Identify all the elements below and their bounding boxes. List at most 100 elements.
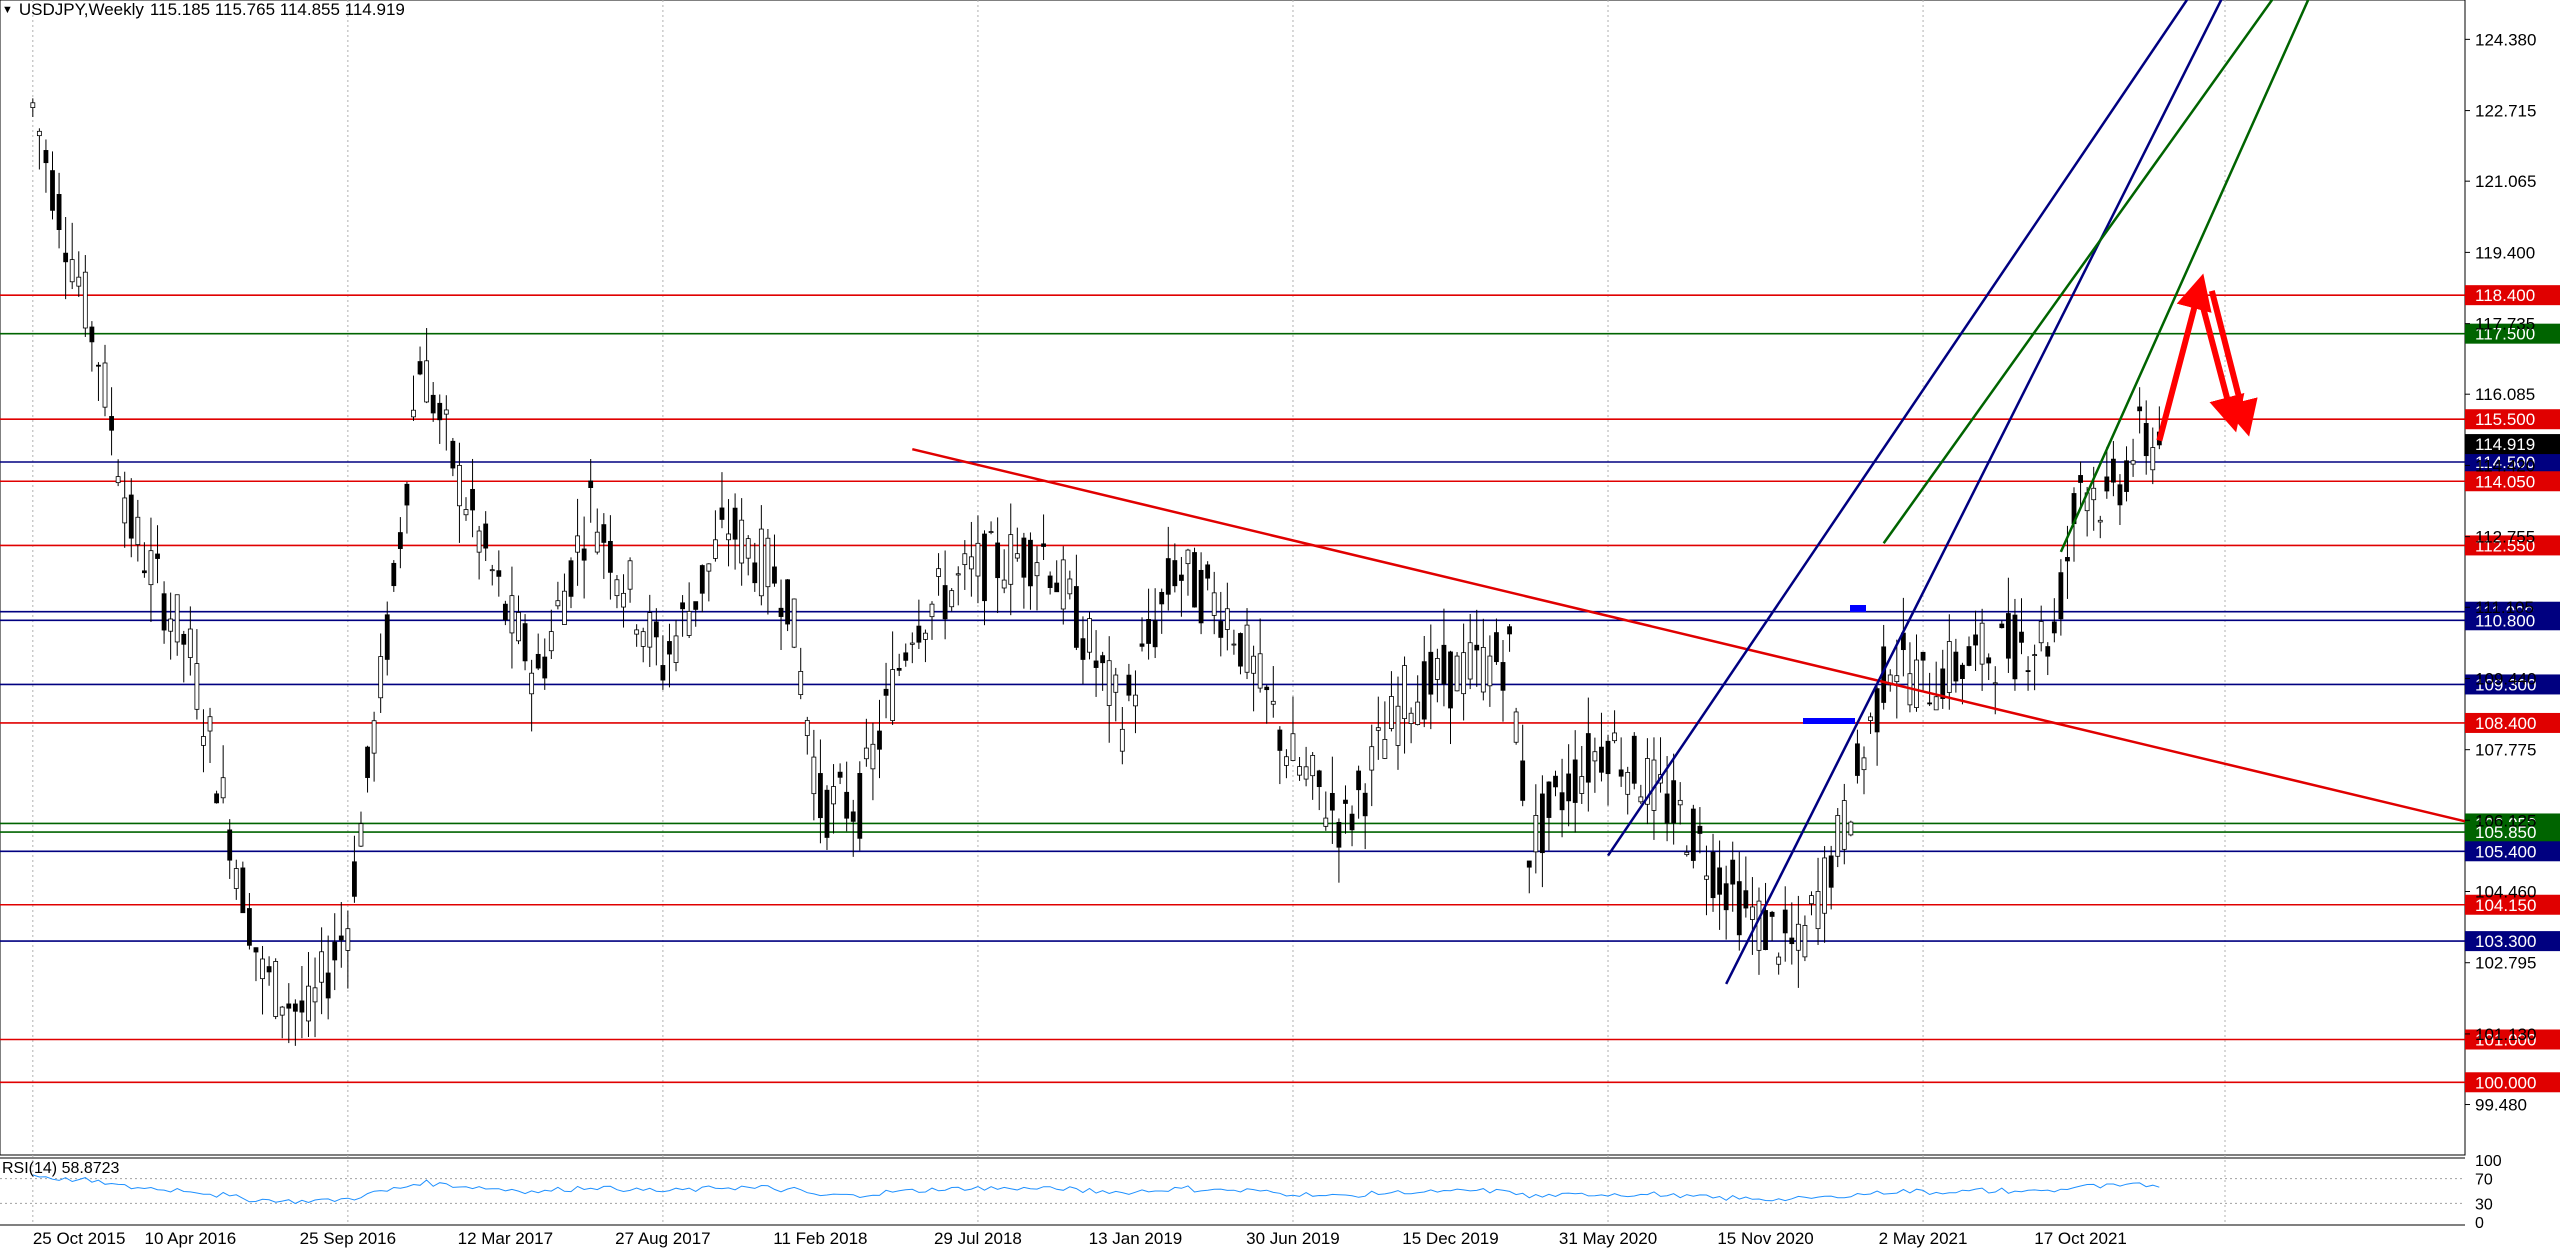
candle-body (870, 743, 876, 770)
candle-body (371, 720, 377, 754)
candle-body (1802, 925, 1808, 958)
chart-grid (0, 0, 2466, 1225)
candle-body (220, 777, 226, 799)
candle-body (1841, 800, 1847, 850)
level-price-label: 115.500 (2475, 410, 2535, 429)
time-tick-label: 27 Aug 2017 (615, 1229, 710, 1248)
candle-body (2104, 476, 2110, 492)
candle-body (923, 632, 928, 640)
candle-body (673, 635, 679, 663)
candle-body (1566, 773, 1572, 802)
candle-body (1080, 638, 1086, 660)
candle-body (509, 595, 515, 634)
price-tick-label: 122.715 (2475, 102, 2536, 121)
candle-body (1454, 655, 1460, 692)
candle-body (995, 542, 1001, 579)
projection-arrow (2156, 273, 2212, 442)
ohlc-label: 115.185 115.765 114.855 114.919 (149, 0, 405, 19)
candle-body (772, 566, 777, 584)
price-tick-label: 102.795 (2475, 954, 2536, 973)
candle-body (877, 730, 882, 750)
candle-body (1060, 559, 1066, 610)
candle-body (1231, 643, 1237, 646)
candle-body (2117, 484, 2123, 506)
candle-body (982, 533, 987, 602)
candle-body (1159, 591, 1165, 605)
candle-body (1238, 633, 1243, 667)
candle-body (1185, 549, 1191, 565)
candle-body (1592, 751, 1598, 762)
candle-body (562, 590, 567, 625)
candle-body (863, 747, 869, 760)
candle-body (594, 531, 600, 553)
candle-body (1644, 758, 1650, 805)
rsi-panel: 100 70 30 0 (0, 1153, 2502, 1232)
candle-body (1178, 574, 1184, 581)
price-tick-label: 121.065 (2475, 172, 2536, 191)
candle-body (1539, 793, 1545, 854)
candle-body (1559, 792, 1565, 811)
candle-body (2097, 519, 2103, 523)
candle-body (745, 538, 751, 559)
candle-body (732, 507, 738, 540)
candle-body (791, 598, 797, 648)
candle-body (325, 972, 331, 999)
candle-body (1316, 770, 1322, 788)
candle-body (1671, 780, 1677, 824)
level-price-label: 105.850 (2475, 823, 2536, 842)
rsi-scale-label: 30 (2475, 1196, 2493, 1213)
level-price-label: 101.000 (2475, 1031, 2536, 1050)
price-tick-label: 109.440 (2475, 669, 2536, 688)
candle-body (1251, 655, 1256, 674)
price-tick-label: 106.125 (2475, 811, 2536, 830)
candle-body (1599, 746, 1604, 773)
candle-body (2150, 447, 2156, 471)
level-price-label: 118.400 (2475, 286, 2535, 305)
candle-body (1782, 909, 1788, 934)
chart-frame (0, 0, 2466, 1156)
candle-body (798, 671, 804, 695)
candle-body (1067, 578, 1073, 595)
candle-body (1612, 732, 1617, 742)
candle-body (50, 170, 55, 211)
candle-body (253, 947, 259, 953)
candle-body (1106, 660, 1112, 706)
candle-body (713, 539, 718, 559)
descending-trendline (912, 447, 2466, 823)
candle-body (936, 568, 941, 577)
time-tick-label: 10 Apr 2016 (144, 1229, 236, 1248)
candle-body (1986, 657, 1992, 664)
candle-body (1546, 781, 1552, 818)
candle-body (2143, 423, 2149, 457)
candle-body (968, 556, 974, 570)
candle-body (2130, 460, 2136, 465)
last-price-label: 114.919 (2475, 435, 2535, 454)
candle-body (903, 652, 909, 661)
candle-body (1992, 682, 1998, 685)
candle-body (1776, 956, 1782, 965)
blue-channel-upper (1606, 0, 2189, 857)
level-price-tag (2465, 323, 2560, 344)
candle-body (988, 531, 994, 533)
candle-body (1960, 664, 1965, 680)
time-tick-label: 29 Jul 2018 (934, 1229, 1022, 1248)
rsi-scale-label: 100 (2475, 1153, 2502, 1170)
candle-body (352, 861, 357, 897)
candle-body (1297, 766, 1302, 776)
candle-body (1113, 674, 1119, 693)
candle-body (837, 771, 843, 778)
candle-body (1382, 739, 1388, 759)
candle-body (115, 476, 121, 484)
candle-body (1736, 881, 1742, 936)
dropdown-triangle-icon[interactable]: ▼ (2, 4, 13, 16)
candle-body (660, 665, 666, 681)
candle-body (555, 600, 561, 607)
candle-body (1848, 821, 1854, 836)
candle-body (588, 480, 594, 488)
candle-body (489, 569, 495, 572)
candle-body (739, 519, 745, 564)
candle-body (1874, 688, 1880, 733)
candle-body (785, 579, 790, 625)
candle-body (1257, 653, 1263, 689)
